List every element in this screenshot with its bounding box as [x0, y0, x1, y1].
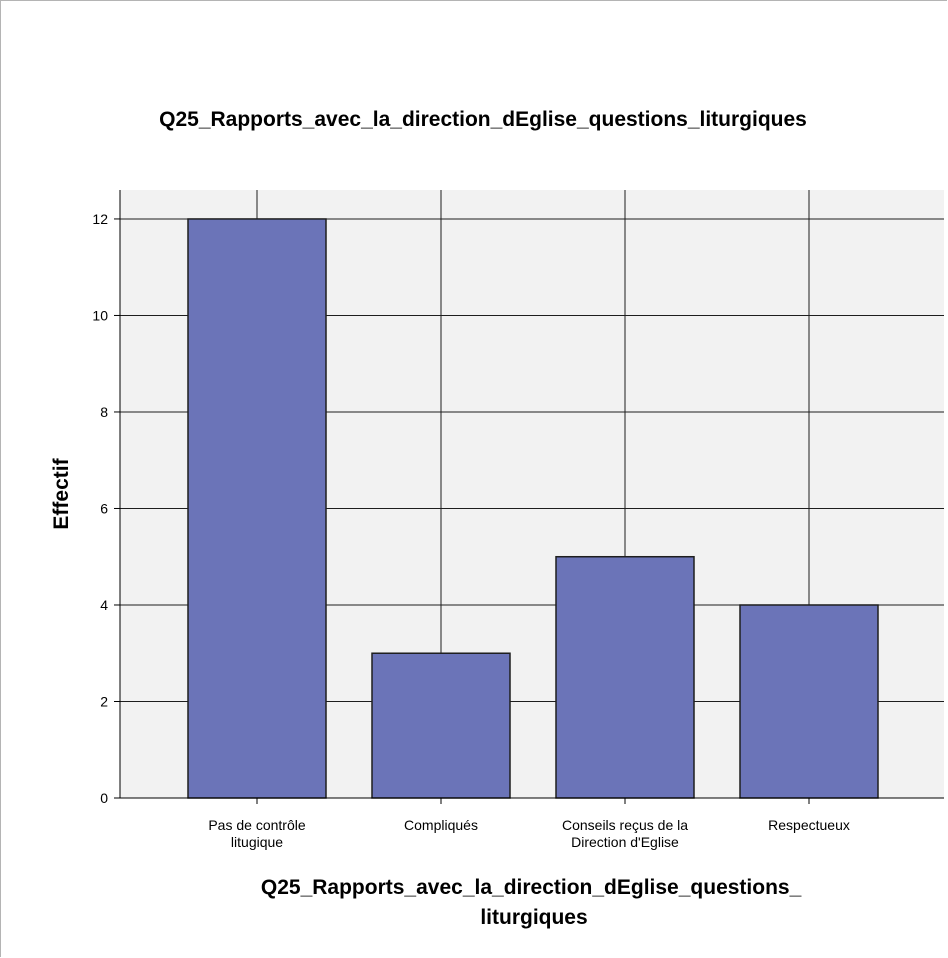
y-tick-label: 8: [100, 404, 108, 420]
x-tick-label: Respectueux: [768, 817, 850, 833]
y-tick-label: 4: [100, 597, 108, 613]
bar: [187, 218, 327, 799]
axes: [114, 190, 944, 804]
y-tick-label: 10: [92, 307, 108, 323]
y-tick-labels: 0 2 4 6 8 10 12: [92, 211, 108, 806]
y-tick-label: 0: [100, 790, 108, 806]
x-tick-label-line: Direction d'Eglise: [571, 834, 679, 850]
x-tick-label: Conseils reçus de la Direction d'Eglise: [562, 817, 688, 850]
bars: [187, 218, 879, 799]
x-tick-label-line: Respectueux: [768, 817, 850, 833]
x-tick-label-line: Compliqués: [404, 817, 478, 833]
y-axis-label: Effectif: [50, 457, 73, 529]
x-tick-labels: Pas de contrôle litugique Compliqués Consei…: [208, 817, 850, 850]
chart-title: Q25_Rapports_avec_la_direction_dEglise_q…: [159, 108, 807, 131]
x-tick-label-line: litugique: [231, 834, 283, 850]
y-tick-label: 2: [100, 693, 108, 709]
x-axis-label-line-2: liturgiques: [480, 906, 587, 929]
y-tick-label: 6: [100, 500, 108, 516]
x-axis-label-line-1: Q25_Rapports_avec_la_direction_dEglise_q…: [261, 876, 802, 899]
y-tick-label: 12: [92, 211, 108, 227]
bar: [739, 604, 879, 799]
bar: [371, 652, 511, 799]
bar: [555, 555, 695, 799]
x-tick-label-line: Conseils reçus de la: [562, 817, 688, 833]
x-axis-label: Q25_Rapports_avec_la_direction_dEglise_q…: [261, 876, 807, 929]
x-tick-label-line: Pas de contrôle: [208, 817, 305, 833]
x-tick-label: Compliqués: [404, 817, 478, 833]
x-tick-label: Pas de contrôle litugique: [208, 817, 305, 850]
